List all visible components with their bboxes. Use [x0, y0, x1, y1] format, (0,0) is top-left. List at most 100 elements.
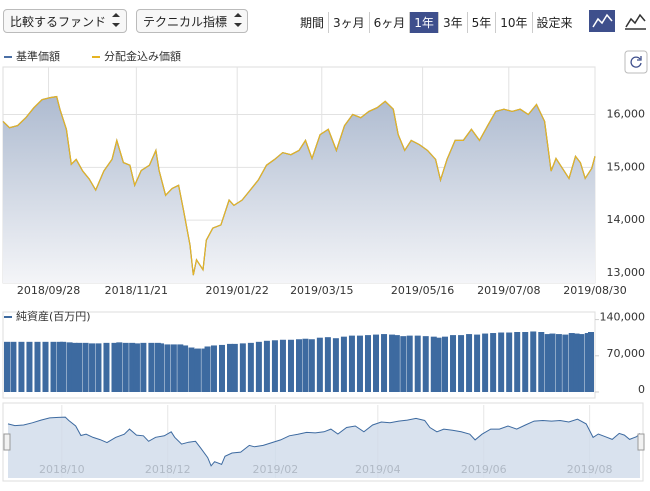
bar — [296, 339, 302, 392]
period-button[interactable]: 5年 — [468, 12, 497, 33]
area-icon-line — [592, 13, 613, 28]
x-tick-label: 2019/07/08 — [477, 284, 540, 297]
bar — [474, 334, 481, 392]
period-button[interactable]: 1年 — [410, 12, 439, 33]
bar — [60, 341, 67, 392]
bar — [89, 343, 96, 392]
y-tick-label: 16,000 — [607, 108, 646, 121]
legend-label: 基準価額 — [16, 49, 60, 63]
bar-title: 純資産(百万円) — [16, 310, 91, 323]
bar — [76, 342, 83, 392]
bar — [34, 341, 41, 392]
bar — [588, 332, 594, 392]
line-chart-icon — [625, 13, 646, 30]
bar — [522, 332, 529, 392]
period-button[interactable]: 6ヶ月 — [370, 12, 411, 33]
x-tick-label: 2019/04 — [355, 463, 401, 476]
bar — [393, 335, 400, 392]
bar — [204, 346, 211, 392]
bar — [287, 339, 294, 392]
bar — [42, 341, 49, 392]
bar — [578, 334, 585, 392]
bar — [389, 334, 396, 392]
bar — [177, 344, 184, 392]
bar — [247, 342, 254, 392]
navigator-handle — [637, 433, 645, 451]
bar — [514, 332, 521, 392]
bar — [538, 332, 545, 392]
bar — [414, 335, 421, 392]
bar — [364, 335, 371, 392]
bar — [450, 335, 457, 392]
bar — [458, 335, 465, 392]
x-tick-label: 2018/10 — [39, 463, 85, 476]
bar — [381, 334, 388, 392]
bar — [82, 342, 89, 392]
y-tick-label: 13,000 — [607, 266, 646, 279]
x-tick-label: 2018/11/21 — [105, 284, 168, 297]
bar — [544, 334, 551, 392]
bar — [182, 345, 189, 392]
bar — [210, 345, 217, 392]
period-label: 期間 — [296, 12, 330, 33]
bar — [218, 344, 225, 392]
bar — [140, 342, 147, 392]
price-line — [2, 95, 596, 276]
period-button[interactable]: 3年 — [439, 12, 468, 33]
bar — [348, 335, 355, 392]
bar — [116, 342, 123, 392]
legend-label: 分配金込み価額 — [104, 49, 181, 63]
bar — [148, 342, 155, 392]
bar — [573, 333, 580, 392]
bar — [122, 342, 129, 392]
period-button[interactable]: 3ヶ月 — [329, 12, 370, 33]
bar — [279, 339, 286, 392]
bar — [4, 341, 10, 392]
x-tick-label: 2018/12 — [145, 463, 191, 476]
reset-icon — [630, 56, 642, 68]
bar — [66, 342, 73, 392]
navigator-handle — [3, 433, 11, 451]
bar — [356, 335, 363, 392]
period-button[interactable]: 設定来 — [536, 16, 573, 30]
bar — [50, 341, 57, 392]
bar — [562, 334, 569, 392]
bar — [111, 342, 118, 392]
bar — [255, 341, 262, 392]
bar — [26, 341, 33, 392]
x-tick-label: 2019/05/16 — [391, 284, 454, 297]
navigator-frame — [2, 402, 644, 482]
x-tick-label: 2019/03/15 — [290, 284, 353, 297]
bar — [400, 336, 407, 392]
y-tick-label: 15,000 — [607, 160, 646, 173]
bar — [422, 336, 429, 392]
bar — [324, 337, 331, 392]
bar — [170, 344, 177, 392]
bar — [442, 336, 448, 392]
bar — [71, 342, 78, 392]
bar — [227, 343, 234, 392]
y-tick-label: 14,000 — [607, 213, 646, 226]
compare-dropdown[interactable]: 比較するファンド — [3, 9, 127, 33]
reset-button — [624, 50, 648, 74]
bar — [158, 343, 165, 392]
bar — [129, 342, 136, 392]
bar — [340, 336, 347, 392]
bar — [316, 337, 323, 392]
period-selector: 期間 3ヶ月 6ヶ月 1年 3年 5年 10年 設定来 — [296, 12, 577, 33]
x-tick-label: 2019/06 — [461, 463, 507, 476]
bar — [56, 341, 63, 392]
bar — [584, 333, 591, 392]
x-tick-label: 2019/01/22 — [205, 284, 268, 297]
price-area — [3, 96, 595, 283]
period-button[interactable]: 10年 — [496, 12, 533, 33]
bar — [133, 343, 140, 392]
plot-frame — [2, 66, 596, 284]
bar — [549, 333, 556, 392]
bar — [530, 331, 537, 392]
navigator-area — [8, 417, 640, 478]
technical-dropdown[interactable]: テクニカル指標 — [136, 9, 248, 33]
bar — [466, 334, 473, 392]
bar — [568, 333, 575, 392]
